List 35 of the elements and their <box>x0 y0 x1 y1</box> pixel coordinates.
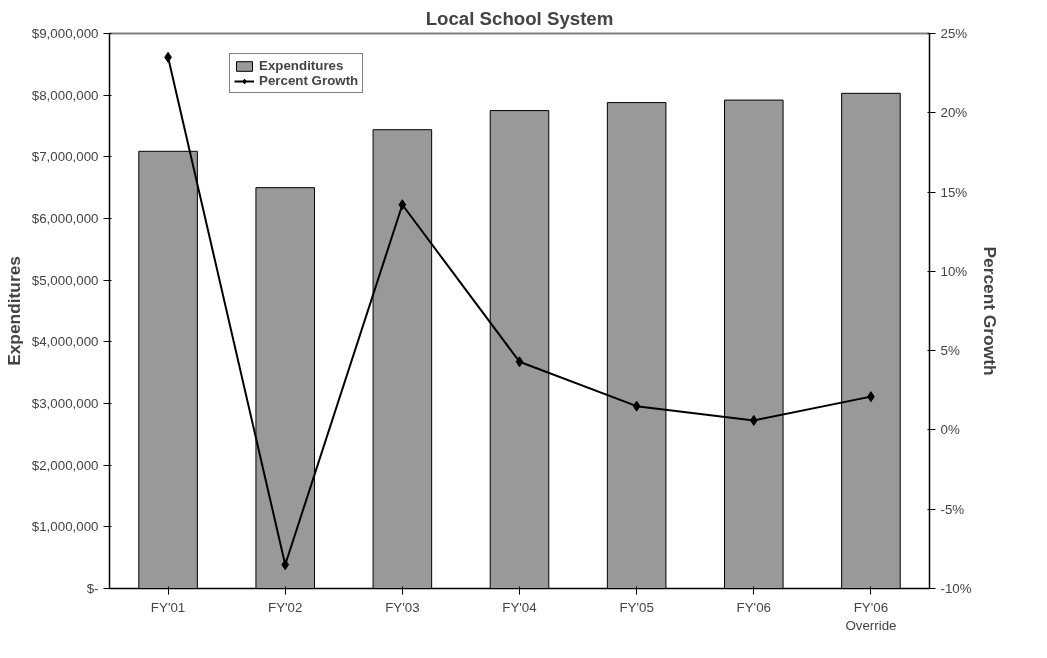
y-tick-label: $8,000,000 <box>31 87 99 103</box>
y2-tick-label: -10% <box>940 581 972 596</box>
y-tick-label: $5,000,000 <box>31 272 99 288</box>
y2-tick-label: 20% <box>940 105 968 121</box>
y2-tick-label: 15% <box>940 184 968 200</box>
x-tick-label: FY'04 <box>502 599 538 615</box>
y2-tick-label: 5% <box>940 343 960 359</box>
y2-tick-label: 0% <box>940 422 960 438</box>
y-tick-label: $6,000,000 <box>31 211 99 226</box>
y-axis-title: Expenditures <box>3 256 24 366</box>
y2-tick-label: -5% <box>940 501 965 517</box>
y-tick-label: $7,000,000 <box>31 149 99 165</box>
x-tick-label: FY'02 <box>268 599 303 615</box>
chart-title: Local School System <box>425 7 614 29</box>
y-tick-label: $2,000,000 <box>31 457 99 473</box>
y-tick-label: $9,000,000 <box>31 26 99 41</box>
legend-label: Percent Growth <box>259 73 359 88</box>
point <box>749 414 758 426</box>
point <box>281 559 290 571</box>
y-tick-label: $- <box>86 581 99 596</box>
x-tick-label: FY'06 <box>736 599 771 615</box>
x-tick-label: FY'01 <box>150 599 186 615</box>
y2-tick-label: 10% <box>940 263 968 279</box>
point <box>632 400 641 412</box>
x-tick-label: FY'06 Override <box>845 599 897 633</box>
x-tick-label: FY'05 <box>619 599 654 615</box>
y-tick-label: $4,000,000 <box>31 334 99 350</box>
y2-tick-label: 25% <box>940 26 968 41</box>
x-tick-label: FY'03 <box>385 599 420 615</box>
y2-axis-title: Percent Growth <box>979 246 1000 376</box>
y-tick-label: $1,000,000 <box>31 519 99 535</box>
point <box>398 199 407 211</box>
legend-label: Expenditures <box>259 58 344 73</box>
point <box>515 356 524 368</box>
y-tick-label: $3,000,000 <box>31 396 99 411</box>
